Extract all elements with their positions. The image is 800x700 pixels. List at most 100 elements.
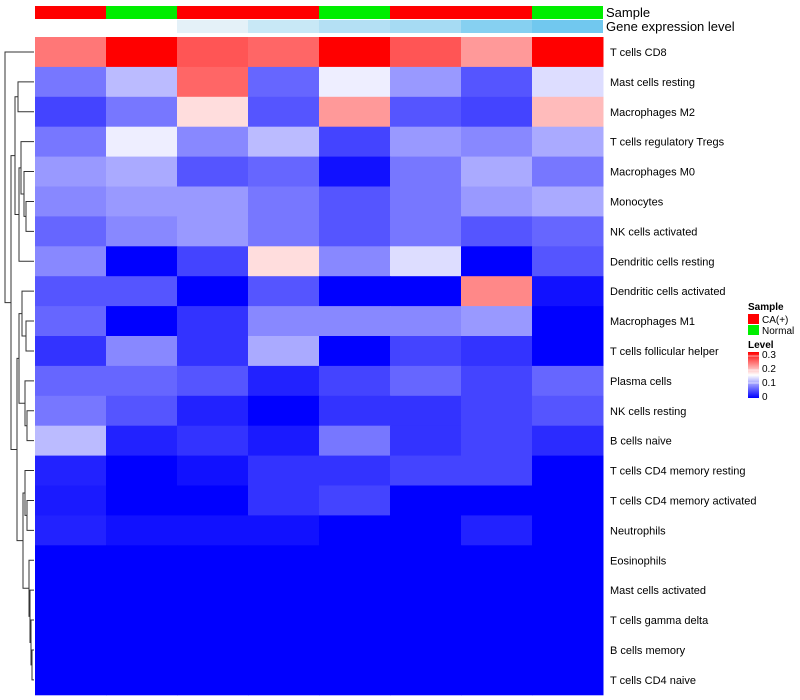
heatmap-cell bbox=[390, 545, 462, 576]
heatmap-cell bbox=[248, 216, 320, 247]
heatmap-cell bbox=[248, 126, 320, 158]
heatmap-cell bbox=[177, 575, 249, 606]
heatmap-cell bbox=[532, 246, 604, 277]
heatmap-cell bbox=[532, 395, 604, 427]
heatmap-cell bbox=[35, 365, 107, 397]
legend-tick-0-2: 0.2 bbox=[762, 364, 776, 375]
row-label: Macrophages M1 bbox=[610, 316, 695, 328]
heatmap-cell bbox=[248, 306, 320, 337]
heatmap-cell bbox=[319, 216, 391, 247]
gene-expression-annotation-cell bbox=[35, 20, 106, 33]
heatmap-cell bbox=[390, 635, 462, 666]
legend: Sample CA(+) Normal Level 0.3 0.2 0.1 0 bbox=[748, 302, 794, 403]
dendrogram-branch bbox=[16, 357, 23, 542]
dendrogram-branch bbox=[25, 200, 34, 232]
heatmap-cell bbox=[319, 156, 391, 187]
heatmap-cell bbox=[106, 336, 178, 367]
heatmap-cell bbox=[177, 605, 249, 636]
heatmap-cell bbox=[532, 216, 604, 247]
heatmap-cell bbox=[35, 336, 107, 367]
dendrogram-branch bbox=[31, 649, 34, 681]
heatmap-cell bbox=[106, 365, 178, 397]
heatmap-cell bbox=[106, 515, 178, 546]
heatmap-cell bbox=[390, 276, 462, 307]
heatmap-cell bbox=[390, 306, 462, 337]
heatmap-cell bbox=[106, 306, 178, 337]
dendrogram-branch bbox=[26, 499, 34, 531]
heatmap-cell bbox=[35, 605, 107, 636]
heatmap-cell bbox=[461, 306, 533, 337]
heatmap-cell bbox=[532, 37, 604, 68]
heatmap-cell bbox=[106, 276, 178, 307]
heatmap-cell bbox=[319, 126, 391, 158]
heatmap-cell bbox=[106, 455, 178, 486]
row-label: Mast cells resting bbox=[610, 77, 695, 89]
heatmap-cell bbox=[248, 635, 320, 666]
dendrogram-branch bbox=[25, 320, 34, 352]
heatmap-cell bbox=[177, 216, 249, 247]
heatmap-cell bbox=[390, 246, 462, 277]
row-label: Eosinophils bbox=[610, 555, 667, 567]
heatmap-cell bbox=[532, 306, 604, 337]
heatmap-cell bbox=[106, 186, 178, 217]
heatmap-cell bbox=[319, 605, 391, 636]
heatmap-cell bbox=[532, 365, 604, 397]
heatmap-cell bbox=[319, 186, 391, 217]
heatmap-cell bbox=[248, 515, 320, 546]
heatmap-cell bbox=[390, 515, 462, 546]
legend-label-ca: CA(+) bbox=[762, 315, 788, 326]
sample-annotation-cell bbox=[35, 6, 106, 19]
heatmap-cell bbox=[177, 664, 249, 696]
row-label: T cells CD4 memory resting bbox=[610, 466, 746, 478]
heatmap-cell bbox=[177, 276, 249, 307]
heatmap-cell bbox=[106, 425, 178, 457]
heatmap-cell bbox=[248, 485, 320, 516]
legend-sample-title: Sample bbox=[748, 302, 784, 313]
heatmap-cell bbox=[35, 216, 107, 247]
heatmap-cell bbox=[461, 515, 533, 546]
heatmap-cell bbox=[461, 365, 533, 397]
heatmap-cell bbox=[177, 96, 249, 128]
row-label: Neutrophils bbox=[610, 525, 666, 537]
heatmap-cell bbox=[319, 66, 391, 98]
heatmap-cell bbox=[532, 635, 604, 666]
heatmap-cell bbox=[532, 276, 604, 307]
heatmap-cell bbox=[461, 126, 533, 158]
heatmap-cell bbox=[319, 395, 391, 427]
row-label: T cells CD4 naive bbox=[610, 675, 696, 687]
heatmap-cell bbox=[177, 156, 249, 187]
sample-annotation-cell bbox=[461, 6, 532, 19]
heatmap-cell bbox=[248, 605, 320, 636]
heatmap-cell bbox=[532, 455, 604, 486]
heatmap-cell bbox=[461, 156, 533, 187]
heatmap-cell bbox=[390, 605, 462, 636]
heatmap-cell bbox=[390, 395, 462, 427]
legend-level-colorbar bbox=[748, 352, 759, 398]
row-label: Monocytes bbox=[610, 196, 664, 208]
heatmap-cell bbox=[177, 545, 249, 576]
heatmap-cell bbox=[461, 216, 533, 247]
heatmap-cell bbox=[35, 126, 107, 158]
dendrogram-branch bbox=[24, 470, 34, 516]
heatmap-cell bbox=[106, 246, 178, 277]
heatmap-cell bbox=[532, 96, 604, 128]
row-label: Dendritic cells activated bbox=[610, 286, 726, 298]
dendrogram-branch bbox=[21, 290, 34, 337]
heatmap-cell bbox=[248, 365, 320, 397]
heatmap-cell bbox=[248, 395, 320, 427]
heatmap-cell bbox=[35, 635, 107, 666]
heatmap-cell bbox=[461, 605, 533, 636]
heatmap-cell bbox=[461, 336, 533, 367]
heatmap-cell bbox=[319, 37, 391, 68]
heatmap-cell bbox=[248, 246, 320, 277]
heatmap-cell bbox=[319, 246, 391, 277]
heatmap-cell bbox=[35, 575, 107, 606]
heatmap-cell bbox=[532, 485, 604, 516]
heatmap-cell bbox=[35, 664, 107, 696]
heatmap-cell bbox=[35, 156, 107, 187]
heatmap-cell bbox=[319, 575, 391, 606]
sample-annotation-cell bbox=[532, 6, 603, 19]
heatmap-cell bbox=[35, 276, 107, 307]
legend-label-normal: Normal bbox=[762, 326, 794, 337]
row-label: NK cells resting bbox=[610, 406, 686, 418]
